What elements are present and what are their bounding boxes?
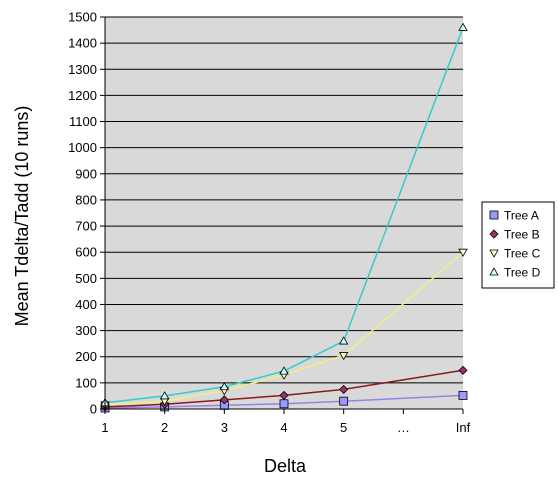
x-tick-label: 3 <box>221 420 228 435</box>
y-tick-label: 1300 <box>68 62 97 77</box>
y-axis-title: Mean Tdelta/Tadd (10 runs) <box>12 106 32 327</box>
legend-label: Tree D <box>504 266 541 280</box>
y-tick-label: 700 <box>75 219 97 234</box>
series-line-tree-b <box>104 369 464 408</box>
data-point-tree-a <box>339 396 349 406</box>
data-point-tree-b <box>339 384 349 394</box>
y-tick-label: 1200 <box>68 88 97 103</box>
series-line-tree-d <box>104 27 464 404</box>
plot-area <box>105 17 463 409</box>
data-point-tree-d <box>338 336 349 345</box>
legend-label: Tree C <box>504 247 541 261</box>
x-tick-label: … <box>397 420 410 435</box>
y-tick-label: 800 <box>75 192 97 207</box>
legend-label: Tree A <box>504 209 539 223</box>
data-point-tree-a <box>458 391 468 400</box>
y-tick-label: 900 <box>75 166 97 181</box>
data-point-tree-c <box>338 352 349 361</box>
series-line-tree-a <box>104 394 464 409</box>
data-point-tree-d <box>159 391 170 400</box>
y-tick-label: 400 <box>75 297 97 312</box>
grid-layer <box>105 16 463 384</box>
y-tick-label: 0 <box>90 402 97 417</box>
x-tick-label: 4 <box>280 420 287 435</box>
y-tick-label: 1000 <box>68 140 97 155</box>
data-point-tree-a <box>279 399 289 409</box>
x-tick-label: 1 <box>101 420 108 435</box>
y-tick-label: 600 <box>75 245 97 260</box>
data-point-tree-d <box>219 381 230 391</box>
series-layer <box>100 22 468 413</box>
x-tick-label: Inf <box>456 420 471 435</box>
y-tick-label: 500 <box>75 271 97 286</box>
legend-marker <box>489 210 499 220</box>
legend-marker <box>489 249 499 258</box>
y-tick-label: 1400 <box>68 36 97 51</box>
data-point-tree-b <box>279 390 289 400</box>
y-tick-label: 100 <box>75 375 97 390</box>
plot-layer <box>105 17 463 409</box>
legend-marker <box>489 229 499 239</box>
data-point-tree-b <box>219 395 229 405</box>
data-point-tree-d <box>458 22 468 31</box>
legend: Tree A Tree B Tree C Tree D <box>481 201 555 289</box>
y-tick-label: 1100 <box>69 114 97 129</box>
x-axis-title: Delta <box>264 456 307 476</box>
y-tick-label: 200 <box>75 349 97 364</box>
data-point-tree-b <box>458 365 468 375</box>
x-tick-label: 5 <box>340 420 347 435</box>
legend-marker <box>489 267 499 276</box>
data-point-tree-c <box>458 248 468 258</box>
axis-layer: 0 100 200 300 400 500 600 700 800 900 1000 1100 1200… <box>68 10 471 436</box>
series-line-tree-c <box>104 251 464 406</box>
y-tick-label: 300 <box>75 323 97 338</box>
x-tick-label: 2 <box>161 420 168 435</box>
y-tick-label: 1500 <box>68 10 97 25</box>
data-point-tree-d <box>279 366 289 375</box>
legend-label: Tree B <box>504 228 540 242</box>
